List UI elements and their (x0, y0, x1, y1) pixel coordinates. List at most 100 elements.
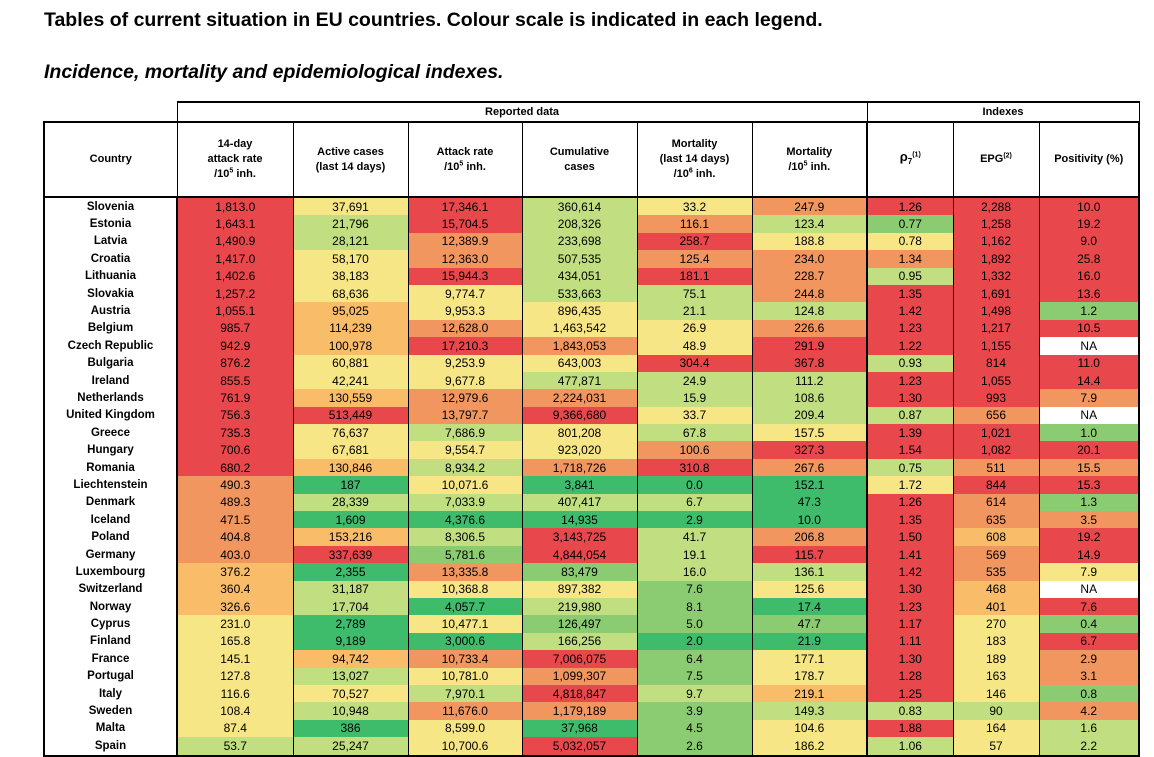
cell-cumulative: 166,256 (521, 632, 638, 651)
cell-positivity: NA (1038, 337, 1140, 355)
header-attack-rate: Attack rate/105 inh. (407, 121, 523, 198)
cell-cumulative: 126,497 (521, 615, 638, 633)
cell-mortality-14: 116.1 (636, 215, 753, 233)
cell-attack-14: 876.2 (176, 354, 294, 372)
country-cell: Estonia (43, 215, 178, 233)
cell-rho7: 1.30 (866, 650, 954, 668)
cell-epg: 656 (952, 406, 1040, 425)
cell-cumulative: 3,143,725 (521, 528, 638, 546)
cell-mortality-14: 3.9 (636, 702, 753, 720)
table-row: Portugal 127.8 13,027 10,781.0 1,099,307 7.5 1… (43, 667, 1140, 685)
cell-attack-rate: 12,363.0 (407, 250, 523, 268)
group-indexes: Indexes (866, 101, 1140, 123)
cell-attack-14: 108.4 (176, 702, 294, 720)
cell-rho7: 1.22 (866, 337, 954, 355)
cell-cumulative: 360,614 (521, 195, 638, 216)
cell-attack-14: 404.8 (176, 528, 294, 546)
cell-attack-14: 680.2 (176, 458, 294, 477)
cell-mortality-14: 258.7 (636, 232, 753, 251)
table-row: Slovenia 1,813.0 37,691 17,346.1 360,614 33.2… (43, 195, 1140, 216)
cell-active-cases: 153,216 (292, 528, 409, 546)
cell-cumulative: 208,326 (521, 215, 638, 233)
cell-mortality-14: 33.7 (636, 406, 753, 425)
cell-cumulative: 1,099,307 (521, 667, 638, 685)
cell-rho7: 0.77 (866, 215, 954, 233)
cell-mortality-14: 100.6 (636, 441, 753, 459)
cell-active-cases: 94,742 (292, 650, 409, 668)
table-row: Norway 326.6 17,704 4,057.7 219,980 8.1 17.4 1.… (43, 597, 1140, 616)
cell-mortality: 327.3 (751, 441, 868, 459)
cell-attack-14: 761.9 (176, 389, 294, 407)
cell-mortality-14: 7.5 (636, 667, 753, 685)
cell-rho7: 1.54 (866, 441, 954, 459)
cell-cumulative: 233,698 (521, 232, 638, 251)
cell-attack-rate: 9,953.3 (407, 302, 523, 320)
cell-rho7: 1.30 (866, 389, 954, 407)
table-row: Netherlands 761.9 130,559 12,979.6 2,224,031… (43, 389, 1140, 407)
cell-positivity: 14.9 (1038, 545, 1140, 564)
country-cell: Latvia (43, 232, 178, 251)
cell-mortality: 108.6 (751, 389, 868, 407)
cell-positivity: 7.9 (1038, 563, 1140, 581)
cell-mortality: 136.1 (751, 563, 868, 581)
cell-epg: 1,155 (952, 337, 1040, 355)
header-positivity: Positivity (%) (1038, 121, 1140, 198)
cell-active-cases: 25,247 (292, 737, 409, 757)
cell-positivity: 20.1 (1038, 441, 1140, 459)
cell-attack-14: 53.7 (176, 737, 294, 757)
cell-rho7: 0.87 (866, 406, 954, 425)
cell-rho7: 1.35 (866, 284, 954, 303)
cell-epg: 270 (952, 615, 1040, 633)
cell-positivity: 3.1 (1038, 667, 1140, 685)
cell-attack-14: 855.5 (176, 371, 294, 390)
cell-positivity: 3.5 (1038, 511, 1140, 529)
cell-cumulative: 219,980 (521, 597, 638, 616)
cell-attack-14: 1,402.6 (176, 267, 294, 285)
cell-positivity: 16.0 (1038, 267, 1140, 285)
cell-mortality: 111.2 (751, 371, 868, 390)
title-bold: Tables of current situation in EU countr… (44, 9, 442, 31)
cell-cumulative: 1,179,189 (521, 702, 638, 720)
table-row: Luxembourg 376.2 2,355 13,335.8 83,479 16.0 13… (43, 563, 1140, 581)
cell-active-cases: 21,796 (292, 215, 409, 233)
cell-mortality: 206.8 (751, 528, 868, 546)
cell-rho7: 1.30 (866, 580, 954, 598)
table-row: Romania 680.2 130,846 8,934.2 1,718,726 310.8… (43, 458, 1140, 477)
cell-cumulative: 2,224,031 (521, 389, 638, 407)
table-row: Spain 53.7 25,247 10,700.6 5,032,057 2.6 186.2… (43, 737, 1140, 757)
cell-mortality-14: 0.0 (636, 476, 753, 494)
cell-active-cases: 100,978 (292, 337, 409, 355)
cell-attack-14: 326.6 (176, 597, 294, 616)
cell-mortality: 267.6 (751, 458, 868, 477)
cell-attack-14: 735.3 (176, 424, 294, 442)
cell-mortality-14: 24.9 (636, 371, 753, 390)
cell-rho7: 1.50 (866, 528, 954, 546)
country-cell: Switzerland (43, 580, 178, 598)
cell-cumulative: 37,968 (521, 719, 638, 738)
table-row: Latvia 1,490.9 28,121 12,389.9 233,698 258.7 1… (43, 232, 1140, 251)
cell-mortality: 188.8 (751, 232, 868, 251)
country-cell: Portugal (43, 667, 178, 685)
cell-mortality-14: 16.0 (636, 563, 753, 581)
table-row: Iceland 471.5 1,609 4,376.6 14,935 2.9 10.0 1.3… (43, 511, 1140, 529)
cell-epg: 57 (952, 737, 1040, 757)
country-cell: Lithuania (43, 267, 178, 285)
cell-positivity: 14.4 (1038, 371, 1140, 390)
cell-positivity: 4.2 (1038, 702, 1140, 720)
table-row: Hungary 700.6 67,681 9,554.7 923,020 100.6 327… (43, 441, 1140, 459)
cell-mortality: 17.4 (751, 597, 868, 616)
cell-epg: 814 (952, 354, 1040, 372)
cell-rho7: 1.23 (866, 597, 954, 616)
country-cell: Germany (43, 545, 178, 564)
cell-active-cases: 9,189 (292, 632, 409, 651)
cell-mortality: 244.8 (751, 284, 868, 303)
table-row: Austria 1,055.1 95,025 9,953.3 896,435 21.1 12… (43, 302, 1140, 320)
cell-epg: 569 (952, 545, 1040, 564)
cell-mortality: 21.9 (751, 632, 868, 651)
cell-mortality-14: 9.7 (636, 684, 753, 703)
cell-positivity: NA (1038, 580, 1140, 598)
cell-cumulative: 1,843,053 (521, 337, 638, 355)
table-row: Croatia 1,417.0 58,170 12,363.0 507,535 125.4… (43, 250, 1140, 268)
cell-cumulative: 3,841 (521, 476, 638, 494)
cell-attack-rate: 4,057.7 (407, 597, 523, 616)
